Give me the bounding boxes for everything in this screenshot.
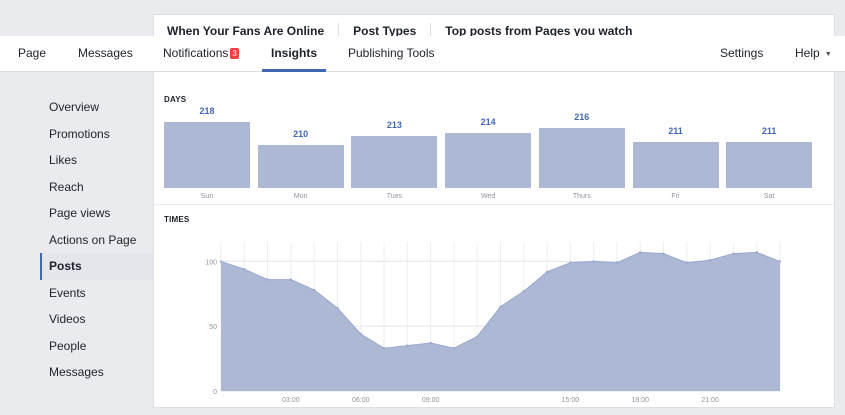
- subtab-divider: [338, 23, 340, 39]
- day-name: Tues: [386, 193, 403, 200]
- times-point: [382, 347, 386, 350]
- subtab-fans-online[interactable]: When Your Fans Are Online: [167, 24, 325, 38]
- times-point: [685, 261, 689, 264]
- sidebar-item-events[interactable]: Events: [49, 285, 86, 300]
- nav-help-label: Help: [795, 46, 820, 60]
- day-name: Sun: [200, 193, 214, 200]
- times-point: [522, 290, 525, 293]
- day-value: 210: [293, 128, 309, 139]
- sidebar-item-promotions[interactable]: Promotions: [49, 126, 110, 141]
- day-bar: [257, 144, 344, 188]
- insights-panel: DAYS 218 Sun 210 Mon 213 Tues 214 Wed 216 Thurs 21…: [153, 72, 835, 408]
- sidebar-item-actions-on-page[interactable]: Actions on Page: [49, 232, 137, 247]
- day-bar: [632, 142, 719, 188]
- times-point: [359, 332, 362, 336]
- day-column[interactable]: 211 Fri: [632, 72, 719, 204]
- day-value: 211: [761, 126, 777, 137]
- day-name: Wed: [480, 193, 496, 200]
- times-point: [312, 288, 316, 292]
- day-column[interactable]: 214 Wed: [445, 72, 532, 204]
- times-point: [708, 258, 712, 262]
- sidebar-item-videos[interactable]: Videos: [49, 312, 86, 326]
- sidebar-item-overview[interactable]: Overview: [49, 100, 100, 114]
- day-bar: [164, 122, 250, 188]
- day-value: 216: [574, 111, 590, 122]
- sidebar-item-reach[interactable]: Reach: [49, 179, 84, 194]
- day-name: Thurs: [572, 193, 591, 200]
- caret-down-icon: ▼: [824, 51, 832, 58]
- day-column[interactable]: 210 Mon: [257, 72, 344, 204]
- day-value: 213: [386, 120, 402, 131]
- subtab-top-posts[interactable]: Top posts from Pages you watch: [445, 24, 633, 38]
- times-point: [406, 344, 409, 347]
- day-name: Sat: [763, 193, 775, 200]
- subtab-divider: [430, 23, 432, 39]
- nav-settings[interactable]: Settings: [720, 46, 764, 60]
- nav-help[interactable]: Help ▼: [795, 36, 832, 72]
- sidebar-item-page-views[interactable]: Page views: [49, 206, 111, 220]
- times-point: [289, 278, 293, 281]
- day-column[interactable]: 213 Tues: [351, 72, 438, 204]
- day-column[interactable]: 218 Sun: [164, 72, 250, 204]
- times-point: [452, 347, 456, 350]
- times-point: [662, 252, 665, 255]
- nav-notifications-label: Notifications: [163, 46, 229, 60]
- times-point: [778, 260, 782, 263]
- x-tick-label: 03:00: [282, 397, 300, 404]
- day-value: 214: [480, 117, 496, 128]
- day-column[interactable]: 211 Sat: [726, 72, 813, 204]
- day-bar: [351, 136, 438, 188]
- times-point: [732, 252, 735, 255]
- y-tick-label: 50: [209, 324, 217, 331]
- times-point: [545, 270, 549, 273]
- nav-page[interactable]: Page: [18, 46, 47, 60]
- y-tick-label: 0: [213, 389, 217, 396]
- notifications-badge: 3: [230, 48, 239, 59]
- times-point: [243, 268, 246, 271]
- x-tick-label: 18:00: [631, 397, 649, 404]
- x-tick-label: 06:00: [352, 397, 370, 404]
- day-bar: [445, 133, 532, 188]
- day-value: 211: [668, 126, 683, 137]
- nav-insights[interactable]: Insights: [262, 36, 327, 72]
- times-point: [266, 278, 269, 281]
- times-point: [499, 305, 502, 308]
- sidebar-item-people[interactable]: People: [49, 338, 87, 353]
- insights-sidebar: Overview Promotions Likes Reach Page views Ac…: [40, 94, 170, 386]
- times-point: [639, 251, 642, 254]
- times-area: [221, 252, 780, 391]
- times-point: [429, 341, 432, 345]
- page-top-nav: Page Messages Notifications 3 Insights Pu…: [0, 36, 845, 72]
- times-point: [476, 335, 479, 338]
- days-label: DAYS: [164, 95, 187, 104]
- times-chart: 0 50 100 03:00 06:00 09:00 15:00 18:00 21:00: [205, 242, 782, 404]
- day-bar: [538, 127, 625, 188]
- nav-publishing-tools[interactable]: Publishing Tools: [348, 46, 435, 60]
- x-tick-label: 21:00: [701, 397, 719, 404]
- day-name: Fri: [671, 193, 680, 200]
- day-name: Mon: [293, 193, 308, 200]
- day-bar: [726, 142, 813, 188]
- sidebar-item-likes[interactable]: Likes: [49, 153, 78, 167]
- times-point: [592, 260, 595, 263]
- times-point: [219, 260, 223, 263]
- times-point: [569, 261, 572, 264]
- section-divider: [154, 204, 834, 205]
- times-point: [336, 306, 339, 310]
- day-value: 218: [199, 106, 215, 116]
- sidebar-item-messages[interactable]: Messages: [49, 365, 104, 379]
- times-label: TIMES: [164, 215, 190, 224]
- sidebar-item-posts[interactable]: Posts: [40, 253, 170, 280]
- y-tick-label: 100: [205, 259, 217, 266]
- nav-messages[interactable]: Messages: [78, 46, 133, 60]
- x-tick-label: 09:00: [422, 397, 440, 404]
- times-point: [755, 251, 758, 254]
- x-tick-label: 15:00: [562, 397, 580, 404]
- day-column[interactable]: 216 Thurs: [538, 72, 625, 204]
- times-point: [615, 261, 619, 264]
- nav-notifications[interactable]: Notifications 3: [163, 36, 239, 72]
- subtab-post-types[interactable]: Post Types: [353, 24, 417, 38]
